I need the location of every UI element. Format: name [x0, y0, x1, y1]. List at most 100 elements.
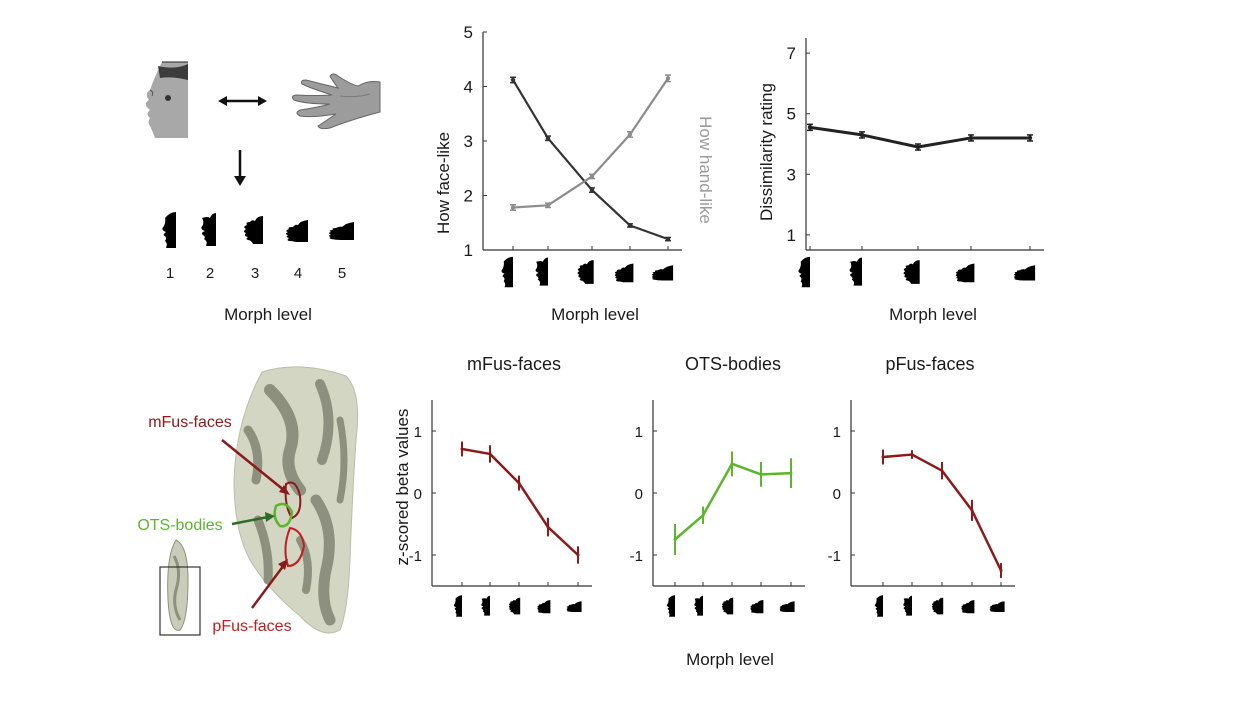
- roi-label-pfus: pFus-faces: [212, 618, 291, 635]
- x-tick-icon-2: [903, 595, 912, 616]
- morph-icon-2: [201, 213, 216, 246]
- morph-icon-4: [286, 220, 308, 242]
- data-point: [759, 472, 763, 476]
- series-line-0: [512, 79, 669, 241]
- x-tick-icon-4: [537, 600, 551, 614]
- hand-like-series-label: How hand-like: [696, 116, 715, 224]
- y-tick-label: 3: [787, 165, 796, 184]
- down-arrow: [234, 150, 246, 186]
- chart-xlabel: Morph level: [889, 305, 977, 324]
- data-point: [665, 236, 671, 242]
- y-tick-label: 4: [464, 78, 473, 97]
- y-tick-label: 3: [464, 132, 473, 151]
- brain-panel: mFus-faces OTS-bodies pFus-faces: [137, 366, 359, 636]
- data-point: [789, 471, 793, 475]
- morph-sequence: [162, 212, 354, 248]
- y-tick-label: 5: [464, 23, 473, 42]
- y-tick-label: 7: [787, 44, 796, 63]
- morph-numbers: 1 2 3 4 5: [166, 265, 346, 282]
- data-point: [910, 453, 914, 457]
- y-tick-label: 0: [635, 486, 643, 503]
- x-tick-icon-3: [903, 260, 920, 284]
- data-point: [665, 76, 671, 81]
- y-tick-label: 1: [414, 424, 422, 441]
- morph-number: 3: [251, 265, 259, 282]
- y-tick-label: 5: [787, 105, 796, 124]
- y-tick-label: -1: [828, 548, 841, 565]
- x-tick-icon-2: [694, 595, 703, 616]
- data-point: [460, 447, 464, 451]
- face-photo: [145, 61, 188, 138]
- bottom-ylabel: z-scored beta values: [393, 409, 412, 566]
- morph-icon-5: [329, 222, 354, 240]
- data-point: [701, 513, 705, 517]
- x-tick-icon-5: [779, 601, 795, 612]
- x-tick-icon-3: [508, 597, 521, 615]
- morph-number: 1: [166, 265, 174, 282]
- x-tick-icon-1: [666, 595, 675, 617]
- morph-icon-3: [244, 216, 263, 244]
- data-point: [859, 132, 865, 138]
- morph-number: 5: [338, 265, 346, 282]
- double-arrow: [218, 96, 267, 106]
- data-point: [730, 462, 734, 466]
- x-tick-icon-4: [961, 600, 975, 614]
- data-point: [970, 508, 974, 512]
- x-tick-icon-3: [577, 260, 594, 284]
- data-point: [881, 455, 885, 459]
- face-hand-likeness-chart: Morph level How face-like How hand-like …: [434, 23, 715, 324]
- x-tick-icon-1: [798, 256, 810, 288]
- morph-number: 2: [206, 265, 214, 282]
- x-tick-icon-5: [566, 601, 582, 612]
- x-tick-icon-4: [614, 263, 634, 283]
- x-tick-icon-5: [1013, 265, 1036, 281]
- x-tick-icon-4: [955, 263, 975, 283]
- dissimilarity-chart: Morph level Dissimilarity rating 1 3 5 7: [757, 38, 1044, 324]
- morph-icon-1: [162, 212, 176, 248]
- x-tick-icon-3: [721, 597, 734, 615]
- x-tick-icon-3: [931, 597, 944, 615]
- y-tick-label: 2: [464, 187, 473, 206]
- series-line-0: [461, 447, 579, 556]
- mfus-faces-chart: mFus-faces 1 0 -1: [409, 354, 592, 617]
- data-point: [627, 223, 633, 228]
- data-point: [999, 569, 1003, 572]
- chart-ylabel: How face-like: [434, 132, 453, 234]
- stimulus-xlabel: Morph level: [224, 305, 312, 324]
- data-point: [589, 174, 595, 179]
- data-point: [545, 136, 551, 141]
- data-point: [510, 205, 516, 210]
- y-tick-label: 1: [635, 424, 643, 441]
- roi-label-mfus: mFus-faces: [148, 414, 232, 431]
- data-point: [510, 77, 516, 83]
- data-point: [968, 135, 974, 141]
- data-point: [915, 144, 921, 150]
- x-tick-icon-5: [989, 601, 1005, 612]
- data-point: [807, 125, 813, 130]
- ots-bodies-chart: OTS-bodies 1 0 -1: [630, 354, 805, 617]
- y-tick-label: 0: [833, 486, 841, 503]
- x-tick-icon-1: [453, 595, 462, 617]
- data-point: [589, 187, 595, 193]
- roi-arrows: [221, 439, 290, 609]
- x-tick-icon-1: [874, 595, 883, 617]
- hand-photo: [291, 73, 381, 130]
- chart-title: mFus-faces: [467, 354, 561, 374]
- x-tick-icon-5: [651, 265, 674, 281]
- data-point: [545, 203, 551, 208]
- y-tick-label: -1: [409, 548, 422, 565]
- x-tick-icon-4: [750, 600, 764, 614]
- data-point: [546, 525, 550, 529]
- x-tick-icon-1: [501, 256, 513, 288]
- pfus-faces-chart: pFus-faces 1 0 -1: [828, 354, 1015, 617]
- y-tick-label: 0: [414, 486, 422, 503]
- chart-xlabel: Morph level: [551, 305, 639, 324]
- chart-title: pFus-faces: [885, 354, 974, 374]
- y-tick-label: 1: [464, 241, 473, 260]
- y-tick-label: -1: [630, 548, 643, 565]
- data-point: [1027, 135, 1033, 141]
- y-tick-label: 1: [787, 226, 796, 245]
- data-point: [940, 469, 944, 473]
- data-point: [673, 538, 677, 541]
